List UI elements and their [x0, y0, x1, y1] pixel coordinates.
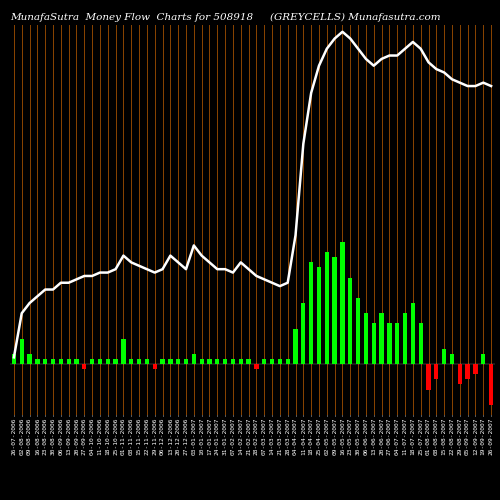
- Bar: [246, 359, 250, 364]
- Bar: [481, 354, 486, 364]
- Bar: [223, 359, 228, 364]
- Bar: [208, 359, 212, 364]
- Bar: [348, 278, 352, 364]
- Bar: [12, 354, 16, 364]
- Bar: [301, 303, 306, 364]
- Text: (GREYCELLS) Munafasutra.com: (GREYCELLS) Munafasutra.com: [270, 12, 440, 22]
- Bar: [434, 364, 438, 380]
- Bar: [458, 364, 462, 384]
- Bar: [364, 314, 368, 364]
- Bar: [262, 359, 266, 364]
- Bar: [450, 354, 454, 364]
- Bar: [395, 324, 400, 364]
- Bar: [74, 359, 78, 364]
- Bar: [332, 258, 337, 364]
- Bar: [28, 354, 32, 364]
- Bar: [324, 252, 329, 364]
- Bar: [489, 364, 493, 405]
- Bar: [160, 359, 164, 364]
- Bar: [129, 359, 134, 364]
- Bar: [278, 359, 282, 364]
- Bar: [372, 324, 376, 364]
- Bar: [410, 303, 415, 364]
- Bar: [317, 268, 321, 364]
- Bar: [215, 359, 220, 364]
- Bar: [418, 324, 423, 364]
- Bar: [442, 349, 446, 364]
- Bar: [184, 359, 188, 364]
- Bar: [176, 359, 180, 364]
- Bar: [426, 364, 430, 390]
- Bar: [122, 338, 126, 364]
- Bar: [90, 359, 94, 364]
- Bar: [144, 359, 149, 364]
- Bar: [82, 364, 86, 369]
- Bar: [168, 359, 172, 364]
- Bar: [340, 242, 344, 364]
- Bar: [294, 328, 298, 364]
- Bar: [51, 359, 55, 364]
- Bar: [35, 359, 40, 364]
- Bar: [474, 364, 478, 374]
- Bar: [309, 262, 314, 364]
- Bar: [466, 364, 470, 380]
- Bar: [270, 359, 274, 364]
- Bar: [114, 359, 118, 364]
- Bar: [98, 359, 102, 364]
- Bar: [192, 354, 196, 364]
- Bar: [20, 338, 24, 364]
- Bar: [43, 359, 48, 364]
- Bar: [200, 359, 204, 364]
- Bar: [58, 359, 63, 364]
- Bar: [231, 359, 235, 364]
- Bar: [66, 359, 71, 364]
- Bar: [152, 364, 157, 369]
- Bar: [106, 359, 110, 364]
- Text: MunafaSutra  Money Flow  Charts for 508918: MunafaSutra Money Flow Charts for 508918: [10, 12, 253, 22]
- Bar: [380, 314, 384, 364]
- Bar: [254, 364, 258, 369]
- Bar: [356, 298, 360, 364]
- Bar: [403, 314, 407, 364]
- Bar: [387, 324, 392, 364]
- Bar: [137, 359, 141, 364]
- Bar: [286, 359, 290, 364]
- Bar: [238, 359, 243, 364]
